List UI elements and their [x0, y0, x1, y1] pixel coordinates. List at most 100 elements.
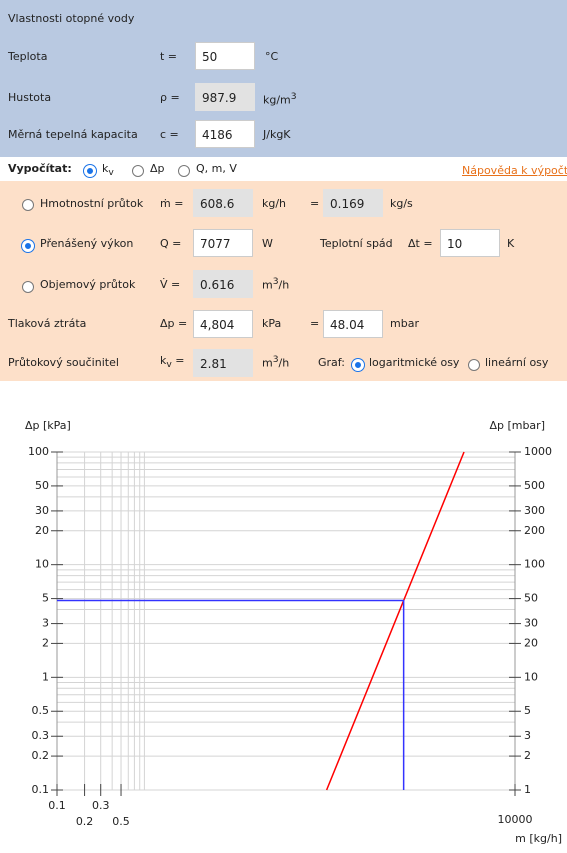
y2-tick-label: 10 — [524, 670, 538, 683]
symbol: t = — [160, 50, 178, 63]
y2-tick-label: 500 — [524, 479, 545, 492]
sup: 3 — [272, 276, 279, 287]
y2-tick-label: 20 — [524, 636, 538, 649]
y2-label: Δp [mbar] — [489, 419, 545, 432]
y-tick-label: 0.5 — [32, 704, 50, 717]
input[interactable]: 4,804 — [193, 310, 253, 338]
y2-tick-label: 5 — [524, 704, 531, 717]
radio[interactable] — [22, 199, 34, 211]
unit: m3/h — [262, 276, 289, 292]
sup: 3 — [290, 91, 297, 102]
radio[interactable] — [84, 165, 96, 177]
y-tick-label: 0.3 — [32, 729, 50, 742]
unit: mbar — [390, 317, 419, 330]
y2-tick-label: 200 — [524, 524, 545, 537]
radio[interactable] — [352, 359, 364, 371]
symbol: ṁ = — [160, 197, 184, 210]
option: Δp — [150, 162, 165, 175]
unit: /h — [278, 356, 290, 370]
radio[interactable] — [22, 240, 34, 252]
y-tick-label: 2 — [42, 636, 49, 649]
y2-tick-label: 300 — [524, 504, 545, 517]
flow-panel — [0, 181, 567, 381]
input: 0.169 — [323, 189, 383, 217]
label: Hustota — [8, 91, 52, 104]
unit: K — [507, 237, 515, 250]
input: 608.6 — [193, 189, 253, 217]
x-tick-label: 0.2 — [76, 815, 94, 828]
y-label: Δp [kPa] — [25, 419, 71, 432]
option: kv — [102, 162, 114, 178]
y-tick-label: 20 — [35, 524, 49, 537]
y2-tick-label: 50 — [524, 592, 538, 605]
calc-label: Vypočítat: — [8, 162, 72, 175]
input[interactable]: 7077 — [193, 229, 253, 257]
label: Průtokový součinitel — [8, 356, 119, 369]
x-tick-label: 0.3 — [92, 799, 110, 812]
y2-tick-label: 100 — [524, 558, 545, 571]
unit: J/kgK — [263, 128, 291, 141]
label: Měrná tepelná kapacita — [8, 128, 138, 141]
symbol: = — [171, 354, 185, 367]
y-tick-label: 10 — [35, 558, 49, 571]
y-tick-label: 30 — [35, 504, 49, 517]
unit: kg/m3 — [263, 91, 297, 107]
radio[interactable] — [178, 165, 190, 177]
symbol: Δt = — [408, 237, 433, 250]
input: 0.616 — [193, 270, 253, 298]
unit: m — [262, 278, 273, 292]
symbol: ρ = — [160, 91, 180, 104]
label: Hmotnostní průtok — [40, 197, 144, 210]
y-tick-label: 50 — [35, 479, 49, 492]
label: Teplotní spád — [320, 237, 393, 250]
symbol: Δp = — [160, 317, 188, 330]
sub: v — [108, 167, 114, 179]
y2-tick-label: 1000 — [524, 445, 552, 458]
y2-tick-label: 30 — [524, 617, 538, 630]
x-tick-label: 0.1 — [48, 799, 66, 812]
symbol: kv = — [160, 354, 185, 370]
unit: kPa — [262, 317, 282, 330]
symbol: Q = — [160, 237, 182, 250]
title: Vlastnosti otopné vody — [8, 12, 135, 25]
y-tick-label: 1 — [42, 670, 49, 683]
input[interactable]: 50 — [195, 42, 255, 70]
x-tick-label: 0.5 — [112, 815, 130, 828]
label: Přenášený výkon — [40, 237, 134, 250]
unit: m3/h — [262, 354, 289, 370]
input[interactable]: 4186 — [195, 120, 255, 148]
y-tick-label: 0.1 — [32, 783, 50, 796]
y-tick-label: 100 — [28, 445, 49, 458]
input: 2.81 — [193, 349, 253, 377]
label: Teplota — [8, 50, 48, 63]
label: Tlaková ztráta — [8, 317, 87, 330]
input[interactable]: 48.04 — [323, 310, 383, 338]
y2-tick-label: 3 — [524, 729, 531, 742]
y-tick-label: 3 — [42, 617, 49, 630]
symbol: V̇ = — [160, 278, 181, 291]
label: Objemový průtok — [40, 278, 136, 291]
unit: /h — [278, 278, 290, 292]
radio[interactable] — [132, 165, 144, 177]
y-tick-label: 5 — [42, 592, 49, 605]
input[interactable]: 10 — [440, 229, 500, 257]
option: lineární osy — [485, 356, 549, 369]
x-label: m [kg/h] — [515, 832, 562, 845]
symbol: k — [160, 354, 167, 367]
text: k — [102, 162, 109, 175]
radio[interactable] — [22, 281, 34, 293]
unit: kg/s — [390, 197, 413, 210]
unit: kg/m — [263, 93, 291, 107]
eq: = — [310, 317, 320, 330]
option: Q, m, V — [196, 162, 237, 175]
option: logaritmické osy — [369, 356, 460, 369]
line — [325, 451, 465, 791]
sup: 3 — [272, 354, 279, 365]
unit: W — [262, 237, 273, 250]
symbol: c = — [160, 128, 179, 141]
unit: m — [262, 356, 273, 370]
unit: kg/h — [262, 197, 287, 210]
help-link[interactable]: Nápověda k výpočt — [462, 164, 567, 177]
radio[interactable] — [468, 359, 480, 371]
